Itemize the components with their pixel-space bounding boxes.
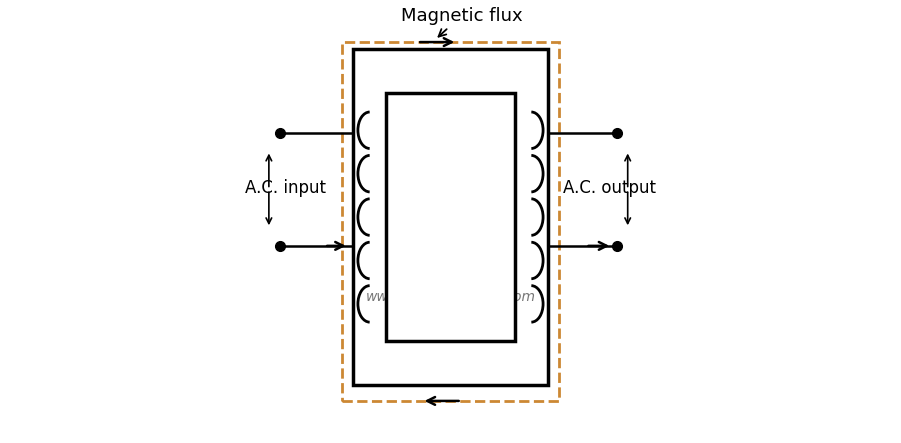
- Text: www.eTechnophiles.com: www.eTechnophiles.com: [366, 290, 535, 304]
- Bar: [342, 42, 559, 401]
- Text: A.C. output: A.C. output: [563, 179, 657, 197]
- Text: Magnetic flux: Magnetic flux: [401, 7, 523, 37]
- Bar: [387, 93, 514, 341]
- Bar: [353, 49, 548, 385]
- Text: A.C. input: A.C. input: [244, 179, 325, 197]
